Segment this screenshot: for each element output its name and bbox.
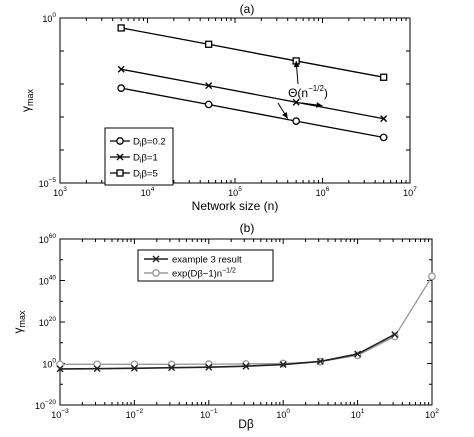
data-point (279, 361, 287, 369)
series (56, 330, 399, 373)
y-axis-label: γmax (11, 310, 27, 334)
data-point (56, 360, 64, 369)
data-point (204, 100, 213, 109)
data-point (205, 363, 213, 371)
legend-marker (152, 255, 160, 263)
x-tick-label: 102 (425, 408, 439, 420)
series (56, 272, 436, 369)
series-line (121, 87, 384, 139)
y-tick-label: 1020 (39, 316, 57, 328)
x-tick-label: 107 (403, 186, 417, 198)
data-point (130, 364, 138, 372)
y-axis-label: γmax (19, 89, 35, 113)
data-point (379, 133, 388, 142)
x-tick-label: 106 (316, 186, 330, 198)
series-line (60, 276, 433, 365)
data-point (391, 330, 399, 338)
series-line (59, 333, 396, 370)
legend-marker (116, 137, 124, 145)
x-tick-label: 104 (141, 186, 155, 198)
arrowhead (316, 102, 323, 108)
data-point (428, 272, 436, 281)
x-tick-label: 101 (351, 408, 365, 420)
y-tick-label: 100 (42, 12, 56, 24)
data-point (93, 365, 101, 373)
x-tick-label: 100 (276, 408, 290, 420)
y-tick-label: 10−5 (39, 177, 57, 189)
data-point (292, 117, 301, 125)
series-line (121, 27, 384, 78)
annotation-text: Θ(n−1/2) (288, 84, 328, 100)
arrowhead (282, 111, 288, 119)
legend-label: exp(Dβ−1)n−1/2 (172, 268, 236, 280)
data-point (242, 362, 250, 370)
data-point (167, 360, 176, 369)
legend-marker (116, 169, 124, 177)
data-point (380, 73, 388, 81)
data-point (168, 364, 176, 372)
panel-b-title: (b) (240, 221, 255, 235)
data-point (205, 82, 213, 90)
panel-b-plot: 10−3 10−2 10−1 100 101 102 10−20 100 1020 1040 106… (11, 233, 439, 431)
series (117, 84, 388, 142)
arrowhead (293, 60, 300, 68)
y-tick-label: 1040 (39, 275, 57, 287)
x-tick-label: 103 (53, 186, 67, 198)
x-axis-label: Network size (n) (192, 199, 279, 213)
legend-label: Diβ=5 (133, 169, 158, 181)
data-point (205, 40, 213, 48)
x-axis-label: Dβ (238, 417, 254, 431)
data-point (292, 98, 300, 106)
data-point (117, 24, 125, 32)
series (117, 24, 388, 81)
panel-a-plot: 103 104 105 106 107 100 10−5 Network size (n) γm… (19, 12, 417, 213)
legend-label: example 3 result (172, 255, 242, 266)
series-line (121, 68, 384, 120)
data-point (56, 365, 64, 373)
legend: Diβ=0.2 Diβ=1 Diβ=5 (104, 127, 174, 186)
data-point (380, 115, 388, 123)
y-tick-label: 100 (42, 358, 56, 370)
data-point (279, 359, 288, 368)
legend-box (137, 249, 274, 282)
panel-a-title: (a) (240, 2, 255, 16)
y-tick-label: 1060 (39, 233, 57, 245)
x-tick-label: 10−2 (126, 408, 144, 420)
x-tick-label: 105 (228, 186, 242, 198)
data-point (354, 350, 362, 358)
legend-label: Diβ=0.2 (133, 137, 166, 149)
legend-marker (116, 153, 124, 161)
y-tick-label: 10−20 (35, 399, 56, 411)
legend: example 3 result exp(Dβ−1)n−1/2 (137, 249, 274, 282)
legend-label: Diβ=1 (133, 153, 158, 165)
data-point (316, 357, 324, 365)
legend-marker (152, 269, 160, 277)
x-tick-label: 10−3 (51, 408, 69, 420)
series (117, 65, 388, 123)
data-point (117, 65, 125, 73)
data-point (93, 360, 102, 369)
x-tick-label: 10−1 (200, 408, 218, 420)
data-point (117, 84, 126, 92)
